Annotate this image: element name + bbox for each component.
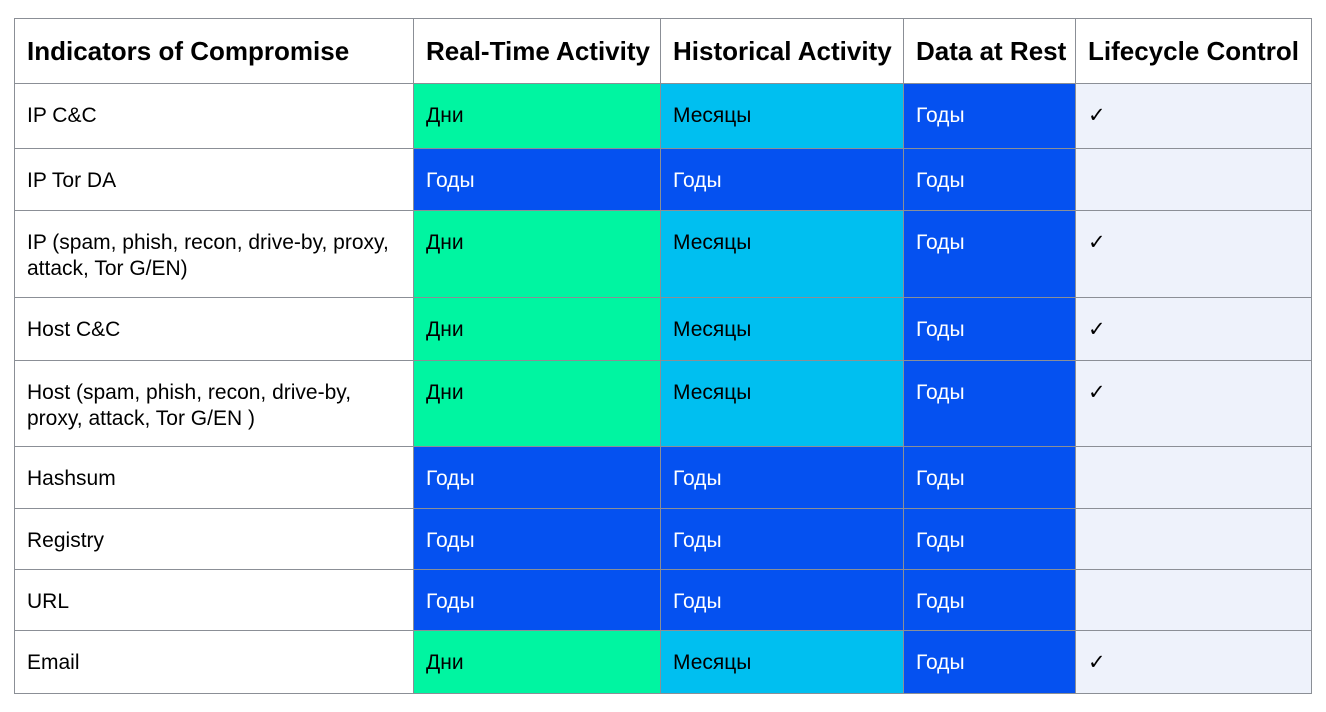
table-row: IP C&C Дни Месяцы Годы ✓ bbox=[14, 83, 1312, 149]
column-header-data-at-rest: Data at Rest bbox=[903, 18, 1076, 84]
real-time-cell: Дни bbox=[413, 359, 661, 447]
lifecycle-cell: ✓ bbox=[1075, 630, 1312, 694]
indicator-cell: URL bbox=[14, 569, 414, 631]
lifecycle-cell bbox=[1075, 446, 1312, 509]
lifecycle-cell: ✓ bbox=[1075, 83, 1312, 149]
indicator-cell: IP (spam, phish, recon, drive-by, proxy,… bbox=[14, 210, 414, 298]
table-row: IP Tor DA Годы Годы Годы bbox=[14, 148, 1312, 211]
lifecycle-cell bbox=[1075, 148, 1312, 211]
indicator-cell: Email bbox=[14, 630, 414, 694]
column-header-real-time-activity: Real-Time Activity bbox=[413, 18, 661, 84]
table-row: Host (spam, phish, recon, drive-by, prox… bbox=[14, 359, 1312, 447]
ioc-lifetime-table: Indicators of Compromise Real-Time Activ… bbox=[14, 18, 1312, 694]
column-header-historical-activity: Historical Activity bbox=[660, 18, 904, 84]
lifecycle-cell bbox=[1075, 508, 1312, 570]
data-at-rest-cell: Годы bbox=[903, 446, 1076, 509]
data-at-rest-cell: Годы bbox=[903, 296, 1076, 361]
historical-cell: Месяцы bbox=[660, 210, 904, 298]
data-at-rest-cell: Годы bbox=[903, 359, 1076, 447]
lifecycle-cell bbox=[1075, 569, 1312, 631]
lifecycle-cell: ✓ bbox=[1075, 359, 1312, 447]
historical-cell: Годы bbox=[660, 569, 904, 631]
header-row: Indicators of Compromise Real-Time Activ… bbox=[14, 18, 1312, 84]
table-row: URL Годы Годы Годы bbox=[14, 569, 1312, 631]
historical-cell: Месяцы bbox=[660, 359, 904, 447]
historical-cell: Месяцы bbox=[660, 630, 904, 694]
data-at-rest-cell: Годы bbox=[903, 508, 1076, 570]
historical-cell: Годы bbox=[660, 148, 904, 211]
indicator-cell: Host C&C bbox=[14, 296, 414, 361]
table-row: IP (spam, phish, recon, drive-by, proxy,… bbox=[14, 210, 1312, 298]
real-time-cell: Годы bbox=[413, 508, 661, 570]
data-at-rest-cell: Годы bbox=[903, 148, 1076, 211]
data-at-rest-cell: Годы bbox=[903, 569, 1076, 631]
real-time-cell: Дни bbox=[413, 210, 661, 298]
historical-cell: Месяцы bbox=[660, 296, 904, 361]
column-header-lifecycle-control: Lifecycle Control bbox=[1075, 18, 1312, 84]
historical-cell: Месяцы bbox=[660, 83, 904, 149]
indicator-cell: IP Tor DA bbox=[14, 148, 414, 211]
column-header-indicators: Indicators of Compromise bbox=[14, 18, 414, 84]
data-at-rest-cell: Годы bbox=[903, 83, 1076, 149]
real-time-cell: Дни bbox=[413, 296, 661, 361]
data-at-rest-cell: Годы bbox=[903, 210, 1076, 298]
indicator-cell: IP C&C bbox=[14, 83, 414, 149]
indicator-cell: Registry bbox=[14, 508, 414, 570]
indicator-cell: Host (spam, phish, recon, drive-by, prox… bbox=[14, 359, 414, 447]
table-row: Registry Годы Годы Годы bbox=[14, 508, 1312, 570]
table-row: Host C&C Дни Месяцы Годы ✓ bbox=[14, 296, 1312, 361]
lifecycle-cell: ✓ bbox=[1075, 296, 1312, 361]
real-time-cell: Дни bbox=[413, 83, 661, 149]
indicator-cell: Hashsum bbox=[14, 446, 414, 509]
table-row: Email Дни Месяцы Годы ✓ bbox=[14, 630, 1312, 694]
data-at-rest-cell: Годы bbox=[903, 630, 1076, 694]
real-time-cell: Годы bbox=[413, 446, 661, 509]
historical-cell: Годы bbox=[660, 446, 904, 509]
real-time-cell: Годы bbox=[413, 148, 661, 211]
real-time-cell: Дни bbox=[413, 630, 661, 694]
table-row: Hashsum Годы Годы Годы bbox=[14, 446, 1312, 509]
real-time-cell: Годы bbox=[413, 569, 661, 631]
historical-cell: Годы bbox=[660, 508, 904, 570]
lifecycle-cell: ✓ bbox=[1075, 210, 1312, 298]
